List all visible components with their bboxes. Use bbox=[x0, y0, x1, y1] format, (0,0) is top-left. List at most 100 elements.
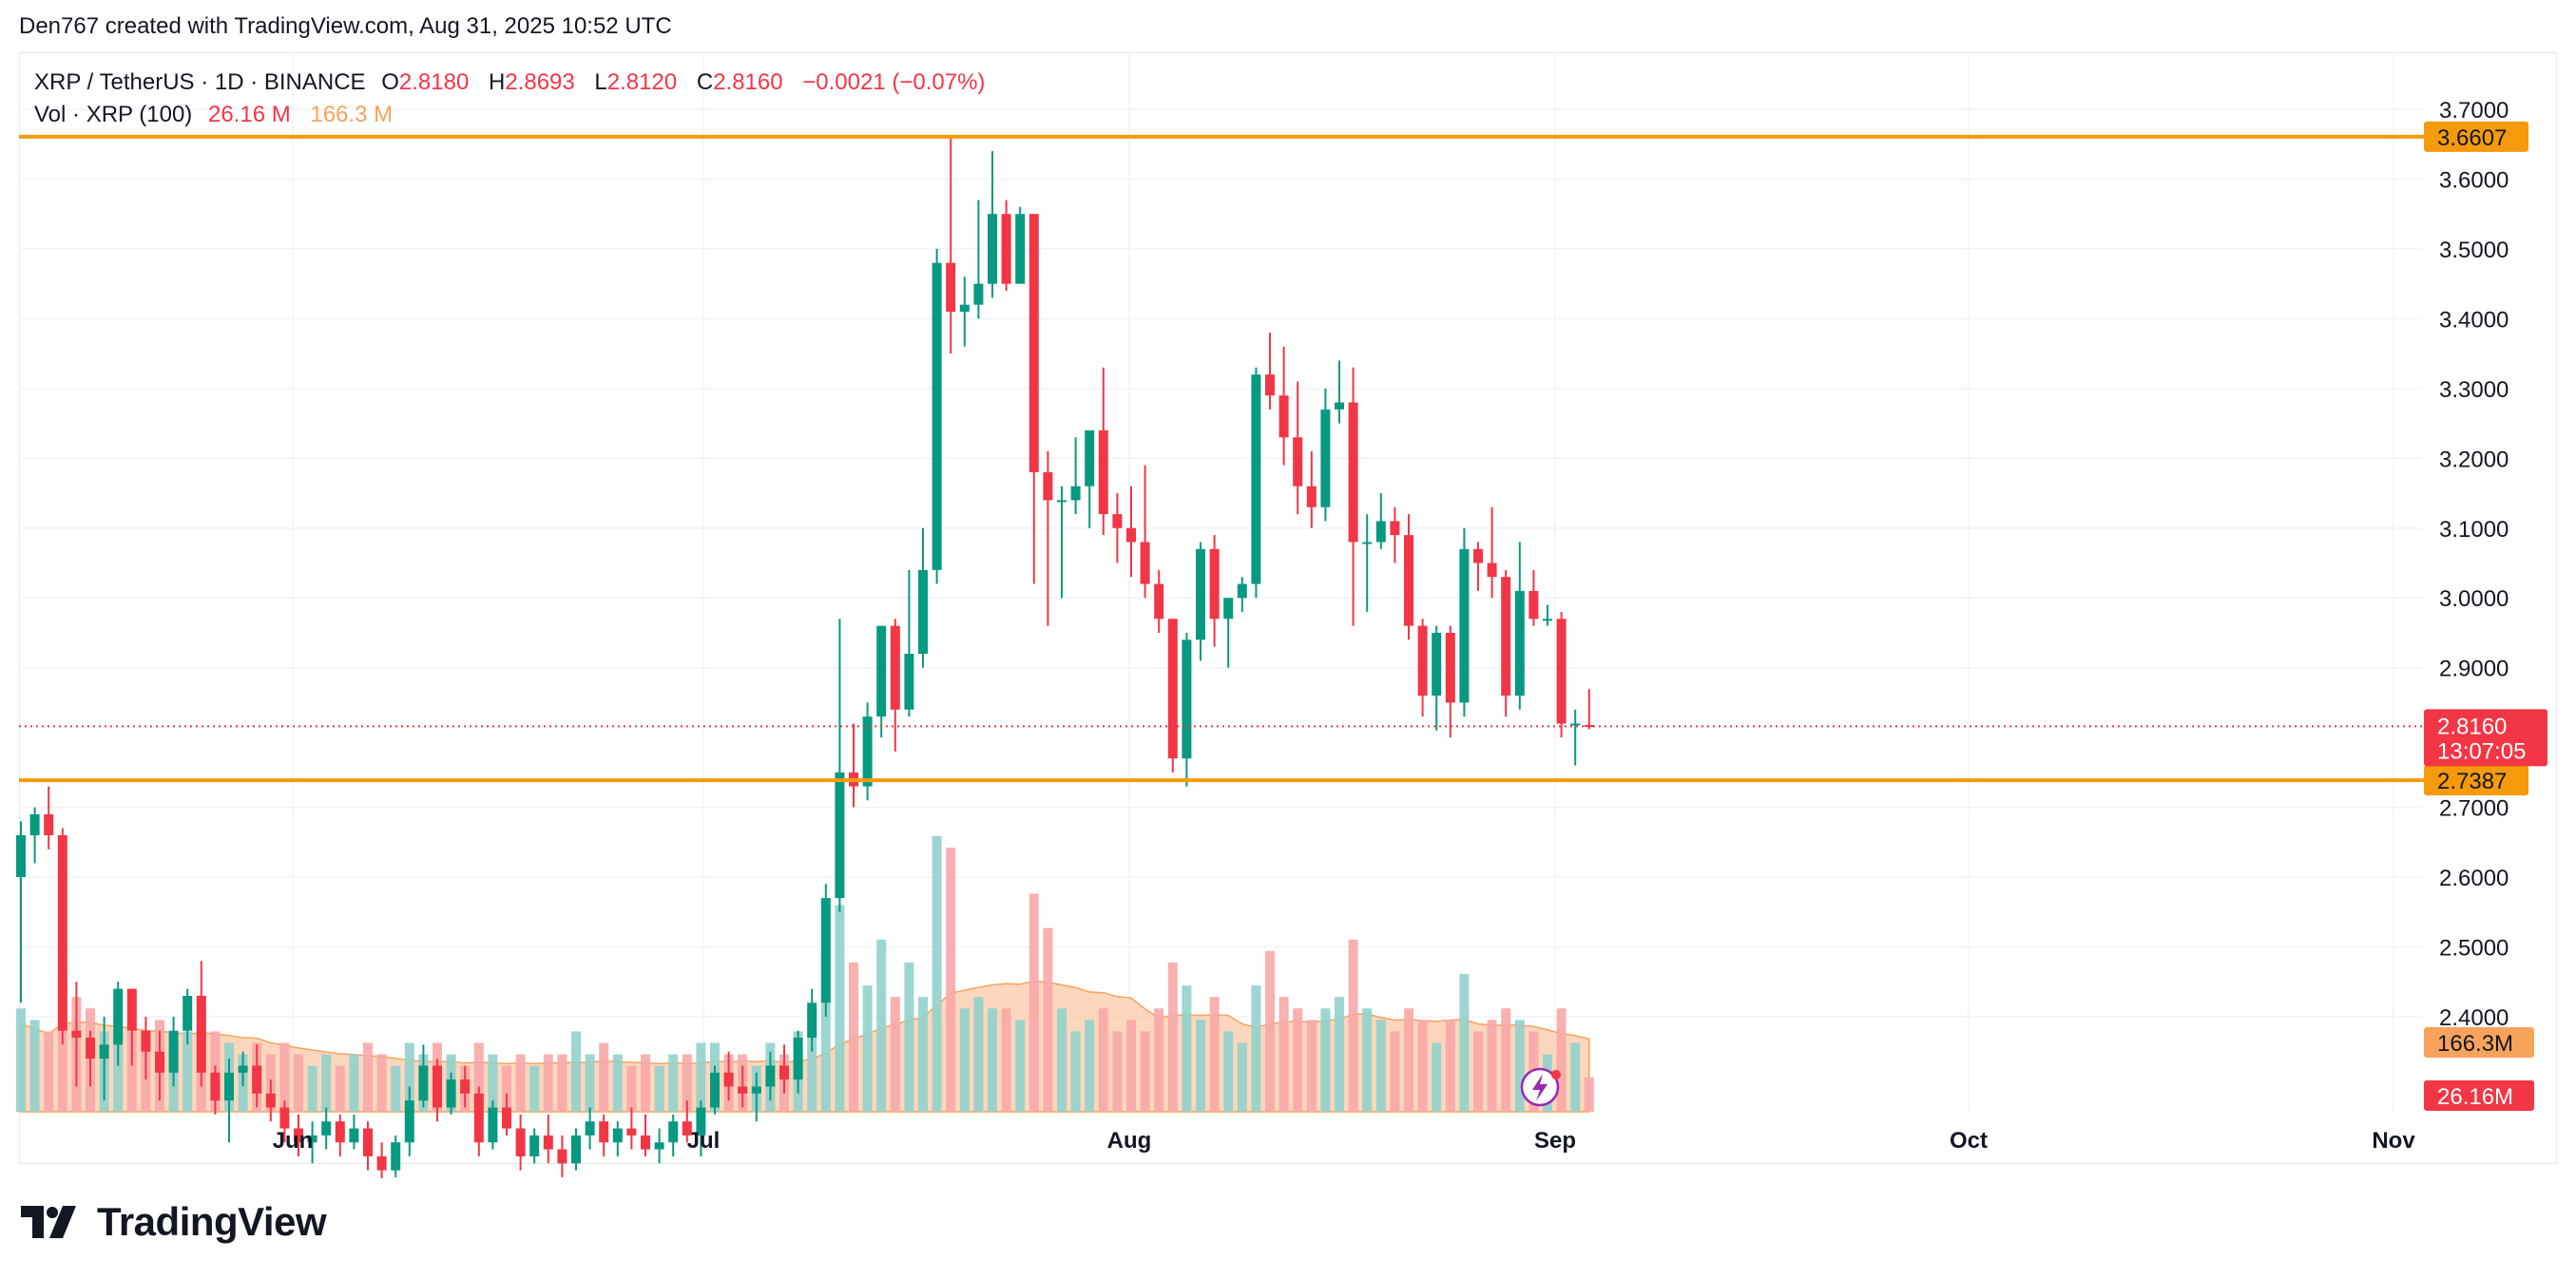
candle-body[interactable] bbox=[16, 835, 26, 878]
candle-body[interactable] bbox=[696, 1107, 706, 1136]
candle-body[interactable] bbox=[710, 1072, 720, 1108]
candle-body[interactable] bbox=[404, 1100, 414, 1143]
candle-body[interactable] bbox=[1196, 548, 1205, 640]
candle-body[interactable] bbox=[238, 1065, 248, 1073]
candle-body[interactable] bbox=[446, 1079, 456, 1108]
candle-body[interactable] bbox=[1543, 619, 1552, 621]
candle-body[interactable] bbox=[529, 1135, 540, 1156]
candle-body[interactable] bbox=[1362, 542, 1373, 544]
symbol-label[interactable]: XRP / TetherUS · 1D · BINANCE bbox=[34, 69, 366, 95]
candle-body[interactable] bbox=[1015, 214, 1026, 284]
candle-body[interactable] bbox=[1528, 590, 1539, 620]
candle-body[interactable] bbox=[835, 772, 845, 899]
candle-body[interactable] bbox=[876, 625, 887, 717]
candle-body[interactable] bbox=[515, 1128, 526, 1156]
candle-body[interactable] bbox=[224, 1072, 234, 1101]
candle-body[interactable] bbox=[543, 1135, 553, 1150]
candle-body[interactable] bbox=[1278, 395, 1289, 438]
candle-body[interactable] bbox=[321, 1121, 332, 1136]
candle-body[interactable] bbox=[1043, 472, 1053, 501]
candle-body[interactable] bbox=[1126, 527, 1136, 543]
candle-body[interactable] bbox=[668, 1121, 679, 1143]
candle-body[interactable] bbox=[1057, 500, 1067, 503]
candle-body[interactable] bbox=[1140, 542, 1150, 584]
candle-body[interactable] bbox=[433, 1065, 442, 1108]
candle-body[interactable] bbox=[793, 1038, 803, 1080]
candle-body[interactable] bbox=[932, 262, 942, 570]
candle-body[interactable] bbox=[126, 988, 137, 1031]
candle-body[interactable] bbox=[168, 1030, 179, 1073]
candle-body[interactable] bbox=[862, 716, 873, 787]
candle-body[interactable] bbox=[279, 1107, 290, 1129]
candle-body[interactable] bbox=[738, 1086, 748, 1094]
candle-body[interactable] bbox=[1501, 577, 1511, 697]
candle-body[interactable] bbox=[1375, 521, 1386, 543]
candle-body[interactable] bbox=[113, 988, 124, 1045]
candle-body[interactable] bbox=[973, 283, 984, 305]
candle-body[interactable] bbox=[1293, 437, 1303, 487]
chart-panel[interactable] bbox=[19, 52, 2557, 1164]
candle-body[interactable] bbox=[1514, 590, 1525, 697]
candle-body[interactable] bbox=[654, 1142, 664, 1150]
candle-body[interactable] bbox=[890, 625, 900, 710]
candle-body[interactable] bbox=[959, 304, 970, 313]
candle-body[interactable] bbox=[141, 1030, 151, 1052]
candle-body[interactable] bbox=[820, 898, 831, 1003]
candle-body[interactable] bbox=[1306, 486, 1317, 507]
candle-body[interactable] bbox=[751, 1086, 761, 1094]
candle-body[interactable] bbox=[1404, 535, 1413, 626]
candle-body[interactable] bbox=[363, 1128, 373, 1156]
candle-body[interactable] bbox=[988, 214, 997, 284]
candle-body[interactable] bbox=[86, 1038, 95, 1059]
candle-body[interactable] bbox=[29, 813, 40, 835]
candle-body[interactable] bbox=[904, 654, 914, 710]
candle-body[interactable] bbox=[1001, 214, 1011, 284]
candle-body[interactable] bbox=[210, 1072, 221, 1101]
candle-body[interactable] bbox=[779, 1065, 789, 1080]
candle-body[interactable] bbox=[418, 1065, 429, 1101]
candle-body[interactable] bbox=[473, 1093, 484, 1143]
candle-body[interactable] bbox=[265, 1093, 276, 1108]
candle-body[interactable] bbox=[294, 1128, 303, 1143]
candle-body[interactable] bbox=[723, 1072, 734, 1087]
candle-body[interactable] bbox=[1085, 430, 1095, 487]
candle-body[interactable] bbox=[1556, 619, 1567, 724]
candle-body[interactable] bbox=[1251, 374, 1261, 584]
candle-body[interactable] bbox=[155, 1051, 164, 1073]
candle-body[interactable] bbox=[612, 1128, 623, 1143]
candle-body[interactable] bbox=[488, 1107, 498, 1143]
candle-body[interactable] bbox=[1265, 374, 1275, 396]
candle-body[interactable] bbox=[1445, 632, 1455, 703]
candle-body[interactable] bbox=[1570, 723, 1581, 726]
candle-body[interactable] bbox=[1209, 548, 1220, 620]
candle-body[interactable] bbox=[57, 835, 67, 1031]
candle-body[interactable] bbox=[1487, 563, 1497, 578]
candlestick-chart[interactable]: 3.7000 3.6000 3.5000 3.4000 3.3000 3.2000 3.10… bbox=[0, 0, 2576, 1178]
candle-body[interactable] bbox=[765, 1065, 776, 1087]
candle-body[interactable] bbox=[1335, 402, 1344, 410]
candle-body[interactable] bbox=[99, 1044, 109, 1059]
candle-body[interactable] bbox=[307, 1135, 317, 1143]
candle-body[interactable] bbox=[807, 1002, 817, 1039]
candle-body[interactable] bbox=[1432, 632, 1442, 697]
candle-body[interactable] bbox=[1459, 548, 1470, 703]
candle-body[interactable] bbox=[335, 1121, 345, 1143]
candle-body[interactable] bbox=[1320, 409, 1331, 507]
candle-body[interactable] bbox=[1182, 640, 1192, 759]
candle-body[interactable] bbox=[502, 1107, 511, 1129]
candle-body[interactable] bbox=[349, 1128, 359, 1143]
candle-body[interactable] bbox=[682, 1121, 692, 1136]
candle-body[interactable] bbox=[391, 1142, 401, 1171]
candle-body[interactable] bbox=[1028, 214, 1039, 472]
candle-body[interactable] bbox=[1473, 548, 1483, 563]
candle-body[interactable] bbox=[1154, 583, 1164, 620]
candle-body[interactable] bbox=[1112, 514, 1123, 528]
candle-body[interactable] bbox=[571, 1135, 581, 1164]
candle-body[interactable] bbox=[599, 1121, 609, 1143]
candle-body[interactable] bbox=[1167, 619, 1178, 759]
candle-body[interactable] bbox=[460, 1079, 471, 1094]
candle-body[interactable] bbox=[946, 262, 956, 313]
tradingview-brand[interactable]: TradingView bbox=[21, 1199, 327, 1245]
candle-body[interactable] bbox=[1237, 583, 1247, 599]
candle-body[interactable] bbox=[1098, 430, 1108, 515]
